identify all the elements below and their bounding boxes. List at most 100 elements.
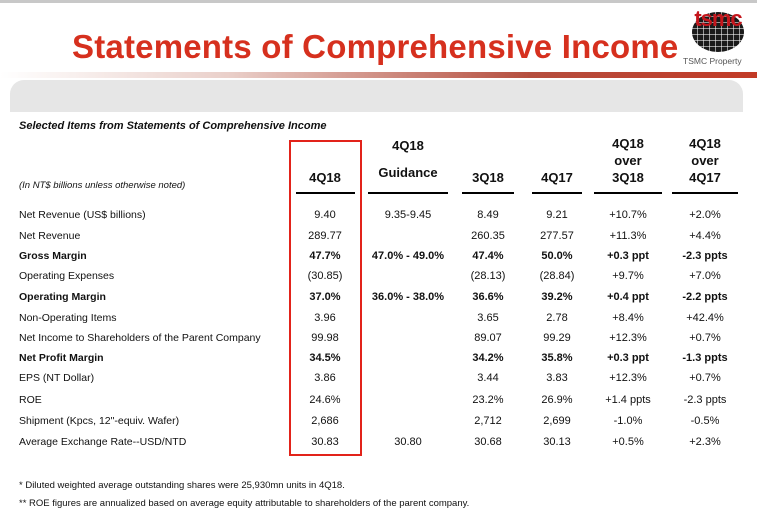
table-cell: 3.86 — [314, 372, 336, 384]
table-cell: 47.7% — [309, 250, 341, 262]
table-panel — [10, 112, 746, 472]
table-cell: (28.13) — [470, 270, 506, 282]
column-header-rule — [462, 192, 514, 194]
table-cell: 2.78 — [546, 312, 568, 324]
column-header-rule — [672, 192, 738, 194]
row-label: Net Revenue — [19, 230, 81, 242]
table-cell: 2,712 — [474, 415, 502, 427]
logo-wordmark: tsmc — [694, 6, 742, 31]
table-cell: 8.49 — [477, 209, 499, 221]
table-cell: 47.4% — [472, 250, 504, 262]
section-title: Selected Items from Statements of Compre… — [19, 120, 327, 132]
table-cell: 30.80 — [394, 436, 422, 448]
column-header-line: 4Q18 — [612, 136, 644, 151]
table-cell: -1.3 ppts — [682, 352, 728, 364]
row-label: EPS (NT Dollar) — [19, 372, 95, 384]
table-cell: 30.83 — [311, 436, 339, 448]
table-cell: 9.35-9.45 — [384, 209, 432, 221]
table-cell: +42.4% — [686, 312, 724, 324]
table-cell: (30.85) — [307, 270, 343, 282]
table-cell: 36.0% - 38.0% — [371, 291, 445, 303]
table-cell: +2.0% — [689, 209, 721, 221]
table-cell: +1.4 ppts — [605, 394, 651, 406]
table-cell: +0.3 ppt — [607, 250, 649, 262]
units-note: (In NT$ billions unless otherwise noted) — [19, 180, 186, 191]
table-cell: +0.4 ppt — [607, 291, 649, 303]
column-header-line: 4Q18 — [689, 136, 721, 151]
column-header-1: 4Q18 Guidance — [358, 132, 458, 186]
column-header-line: 4Q18 — [309, 170, 341, 185]
table-cell: -0.5% — [690, 415, 720, 427]
column-header-line: over — [691, 153, 719, 168]
table-cell: +0.7% — [689, 372, 721, 384]
footnote-diluted-shares: * Diluted weighted average outstanding s… — [19, 480, 345, 491]
row-label: Gross Margin — [19, 250, 87, 262]
column-header-line: 4Q17 — [541, 170, 573, 185]
table-cell: +12.3% — [609, 332, 647, 344]
table-cell: 277.57 — [540, 230, 574, 242]
wafer-logo-icon — [692, 12, 744, 52]
tsmc-logo: tsmc — [684, 6, 752, 54]
column-header-line: 3Q18 — [472, 170, 504, 185]
row-label: Non-Operating Items — [19, 312, 117, 324]
column-header-3: 4Q17 — [507, 169, 607, 186]
column-header-line: 3Q18 — [612, 170, 644, 185]
table-cell: 35.8% — [541, 352, 573, 364]
table-cell: 3.96 — [314, 312, 336, 324]
table-cell: +4.4% — [689, 230, 721, 242]
table-cell: +2.3% — [689, 436, 721, 448]
table-cell: 289.77 — [308, 230, 342, 242]
table-cell: 24.6% — [309, 394, 341, 406]
row-label: ROE — [19, 394, 42, 406]
table-cell: 89.07 — [474, 332, 502, 344]
row-label: Operating Margin — [19, 291, 106, 303]
table-cell: +11.3% — [609, 230, 647, 242]
table-cell: -2.3 ppts — [682, 250, 728, 262]
table-cell: 50.0% — [541, 250, 573, 262]
table-cell: 3.44 — [477, 372, 499, 384]
table-cell: 36.6% — [472, 291, 504, 303]
column-header-5: 4Q18 over 4Q17 — [655, 135, 755, 186]
table-cell: +12.3% — [609, 372, 647, 384]
table-cell: -2.2 ppts — [682, 291, 728, 303]
table-cell: 30.68 — [474, 436, 502, 448]
row-label: Shipment (Kpcs, 12"-equiv. Wafer) — [19, 415, 180, 427]
table-cell: 2,699 — [543, 415, 571, 427]
page-title: Statements of Comprehensive Income — [72, 28, 679, 65]
row-label: Net Profit Margin — [19, 352, 104, 364]
table-cell: +0.3 ppt — [607, 352, 649, 364]
table-cell: +10.7% — [609, 209, 647, 221]
table-cell: 26.9% — [541, 394, 573, 406]
table-cell: 47.0% - 49.0% — [371, 250, 445, 262]
column-header-line: over — [614, 153, 642, 168]
column-header-line: 4Q17 — [689, 170, 721, 185]
table-cell: +0.5% — [612, 436, 644, 448]
4q18-highlight-box — [289, 140, 362, 456]
table-cell: -1.0% — [613, 415, 643, 427]
table-cell: +7.0% — [689, 270, 721, 282]
table-cell: 99.29 — [543, 332, 571, 344]
column-header-rule — [594, 192, 662, 194]
column-header-rule — [368, 192, 448, 194]
table-cell: 99.98 — [311, 332, 339, 344]
row-label: Net Income to Shareholders of the Parent… — [19, 332, 261, 344]
column-header-4: 4Q18 over 3Q18 — [578, 135, 678, 186]
table-cell: +0.7% — [689, 332, 721, 344]
column-header-0: 4Q18 — [275, 169, 375, 186]
table-cell: 34.5% — [309, 352, 341, 364]
row-label: Operating Expenses — [19, 270, 115, 282]
table-cell: 3.65 — [477, 312, 499, 324]
logo-subtitle: TSMC Property — [683, 56, 742, 66]
column-header-rule — [532, 192, 582, 194]
table-cell: 23.2% — [472, 394, 504, 406]
row-label: Average Exchange Rate--USD/NTD — [19, 436, 187, 448]
title-underline — [0, 72, 757, 78]
column-header-line: Guidance — [378, 165, 438, 180]
table-cell: (28.84) — [539, 270, 575, 282]
table-cell: 260.35 — [471, 230, 505, 242]
table-cell: 3.83 — [546, 372, 568, 384]
column-header-line: 4Q18 — [392, 138, 424, 153]
top-border-line — [0, 0, 757, 3]
row-label: Net Revenue (US$ billions) — [19, 209, 146, 221]
footnote-roe: ** ROE figures are annualized based on a… — [19, 498, 470, 509]
